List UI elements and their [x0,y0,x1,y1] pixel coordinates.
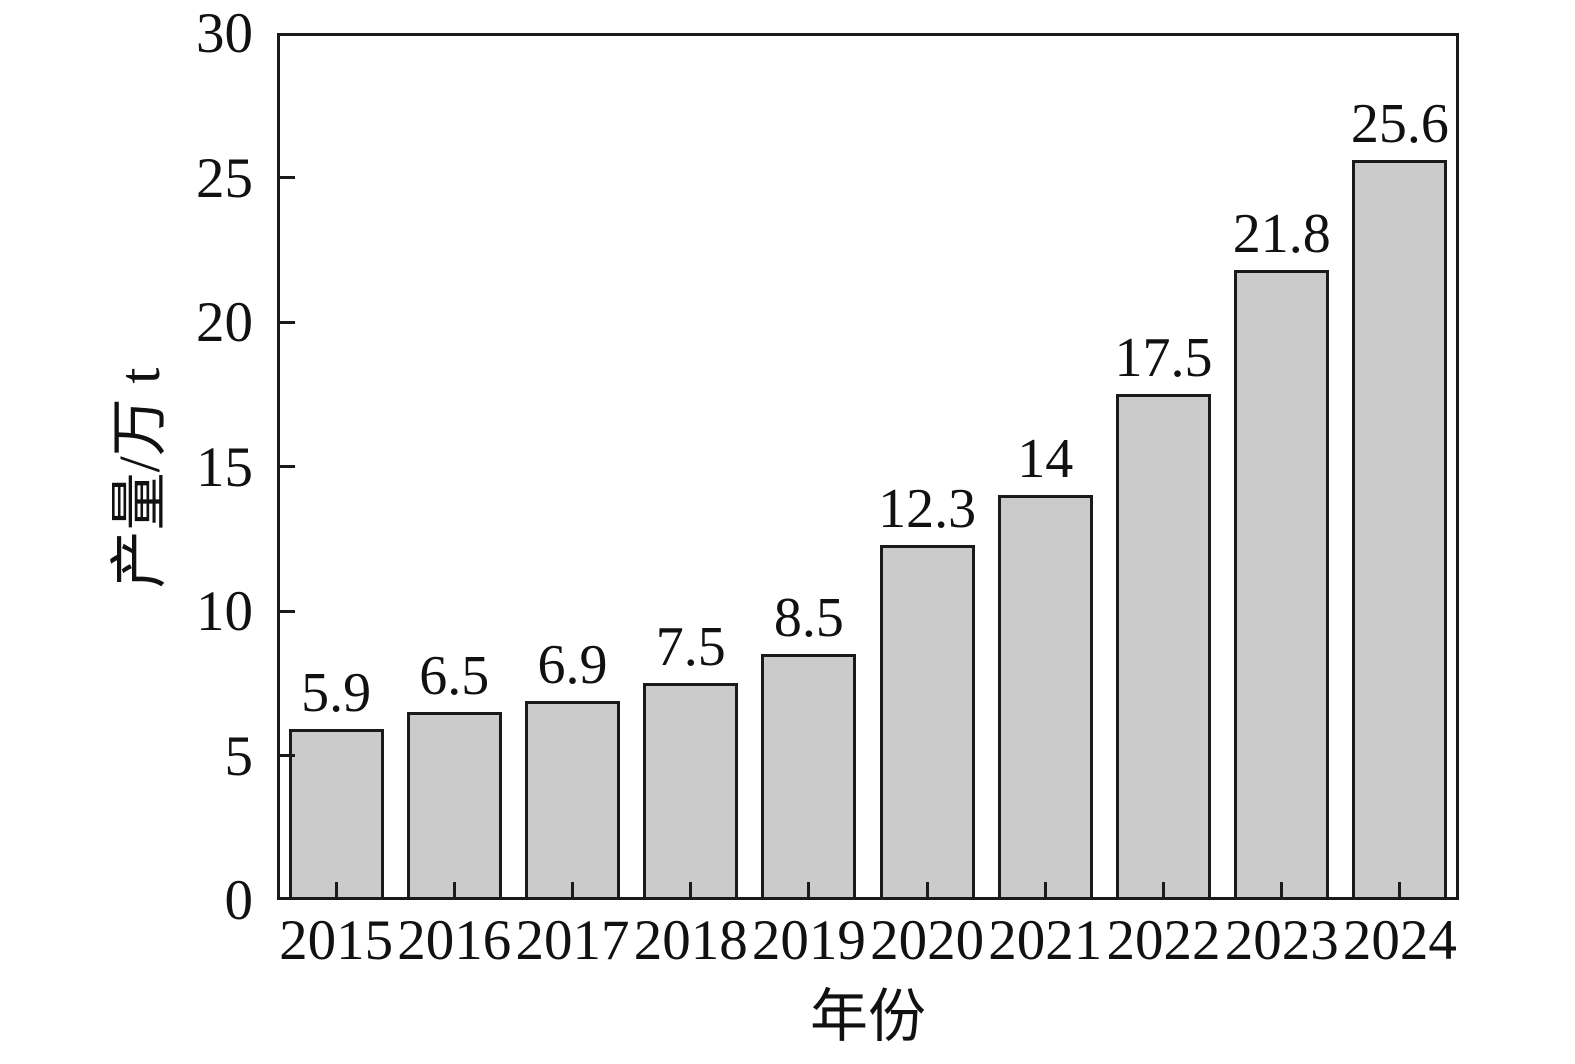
y-tick-label-20: 20 [196,291,253,354]
bar-2018 [643,683,739,900]
x-tick-label-2021: 2021 [988,909,1103,972]
x-axis-tick [1162,882,1165,900]
x-tick-label-2018: 2018 [633,909,748,972]
bar-value-label: 8.5 [773,587,844,649]
bar-value-label: 6.9 [537,634,608,696]
y-axis-tick [277,465,295,468]
bar-2017 [525,701,620,900]
bar-value-label: 7.5 [655,616,726,678]
x-tick-label-2020: 2020 [870,909,985,972]
y-axis-tick [277,176,295,179]
bar-value-label: 21.8 [1232,203,1331,265]
y-axis-tick [277,754,295,757]
bar-value-label: 14 [1017,428,1074,490]
y-tick-label-15: 15 [196,435,253,499]
x-axis-tick [925,882,929,900]
x-axis-tick [452,882,456,900]
x-tick-label-2023: 2023 [1224,909,1339,972]
x-tick-label-2024: 2024 [1342,909,1457,972]
bar-value-label: 5.9 [301,662,372,724]
x-tick-label-2015: 2015 [279,909,394,972]
x-axis-tick [1043,882,1047,900]
x-axis-tick [571,882,574,900]
bar-value-label: 6.5 [419,645,490,707]
bar-2022 [1116,394,1211,900]
plot-area: 5.9 6.5 6.9 7.5 8.5 12.3 14 17.5 21.8 25.6 [277,33,1459,900]
bar-value-label: 25.6 [1350,93,1449,155]
x-tick-label-2016: 2016 [397,909,512,972]
y-axis-tick [277,609,295,613]
x-axis-tick [334,882,338,900]
x-tick-label-2017: 2017 [515,909,630,972]
x-axis-tick [807,882,811,900]
bar-2023 [1234,270,1330,900]
bar-value-label: 17.5 [1114,327,1213,389]
x-axis-tick [1280,882,1284,900]
bar-value-label: 12.3 [878,478,977,540]
y-tick-label-30: 30 [196,2,253,65]
x-tick-label-2022: 2022 [1106,909,1221,972]
x-tick-label-2019: 2019 [751,909,866,972]
x-axis-tick [689,882,693,900]
y-axis-tick [277,320,295,324]
bar-2019 [761,654,857,900]
bar-2020 [879,545,975,900]
y-tick-label-10: 10 [196,580,253,643]
y-tick-label-5: 5 [224,724,254,788]
x-axis-title: 年份 [809,984,926,1049]
x-axis-tick [1398,882,1402,900]
y-tick-label-25: 25 [196,146,253,210]
bar-2021 [997,495,1093,900]
y-tick-label-0: 0 [224,869,254,932]
bar-2024 [1352,160,1448,900]
bar-2016 [406,712,502,900]
bar-2015 [288,729,384,900]
